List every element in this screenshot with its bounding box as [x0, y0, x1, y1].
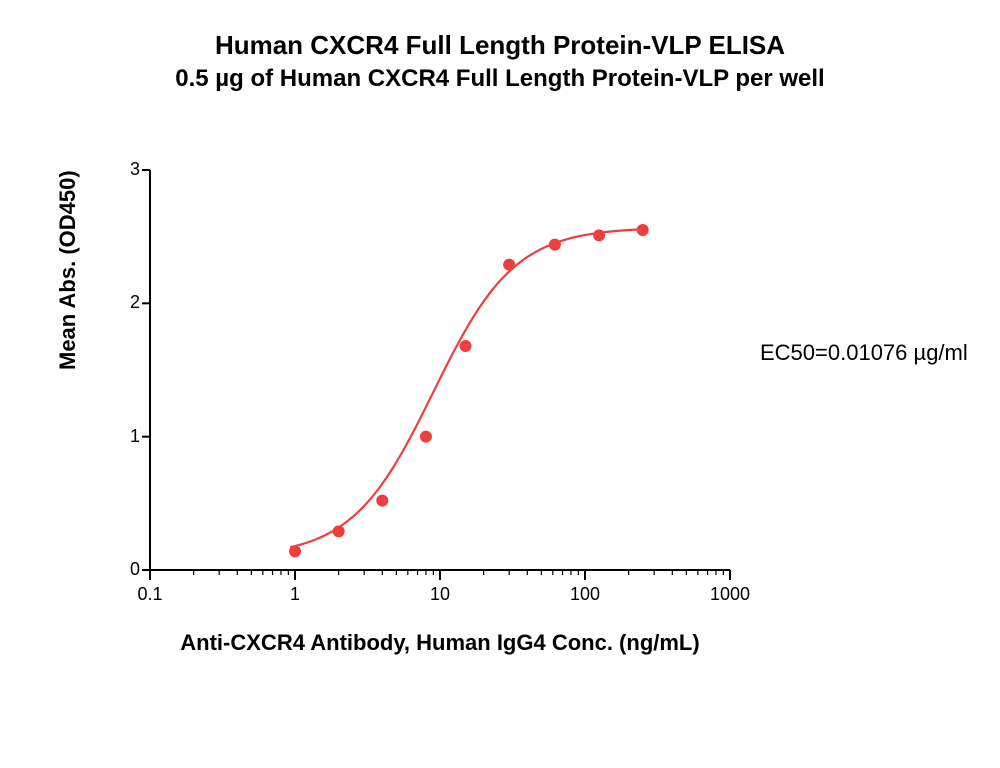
data-point: [549, 239, 561, 251]
y-tick-label: 1: [100, 426, 140, 447]
x-tick-label: 100: [570, 584, 600, 605]
data-point: [289, 545, 301, 557]
data-point: [420, 431, 432, 443]
y-tick-label: 3: [100, 159, 140, 180]
x-tick-label: 1: [290, 584, 300, 605]
x-tick-label: 10: [430, 584, 450, 605]
y-tick-label: 2: [100, 292, 140, 313]
data-point: [376, 495, 388, 507]
y-tick-label: 0: [100, 559, 140, 580]
chart-title-line2: 0.5 µg of Human CXCR4 Full Length Protei…: [0, 65, 1000, 93]
ec50-annotation: EC50=0.01076 µg/ml: [760, 340, 968, 366]
data-point: [637, 224, 649, 236]
y-axis-label: Mean Abs. (OD450): [55, 170, 81, 370]
x-axis-label: Anti-CXCR4 Antibody, Human IgG4 Conc. (n…: [150, 630, 730, 656]
data-point: [460, 340, 472, 352]
chart-title-line1: Human CXCR4 Full Length Protein-VLP ELIS…: [0, 30, 1000, 61]
chart-title-block: Human CXCR4 Full Length Protein-VLP ELIS…: [0, 0, 1000, 93]
x-tick-label: 0.1: [137, 584, 162, 605]
chart-svg: [150, 170, 730, 570]
x-tick-label: 1000: [710, 584, 750, 605]
chart-plot-area: [150, 170, 730, 570]
data-point: [503, 259, 515, 271]
data-point: [593, 229, 605, 241]
data-point: [333, 525, 345, 537]
